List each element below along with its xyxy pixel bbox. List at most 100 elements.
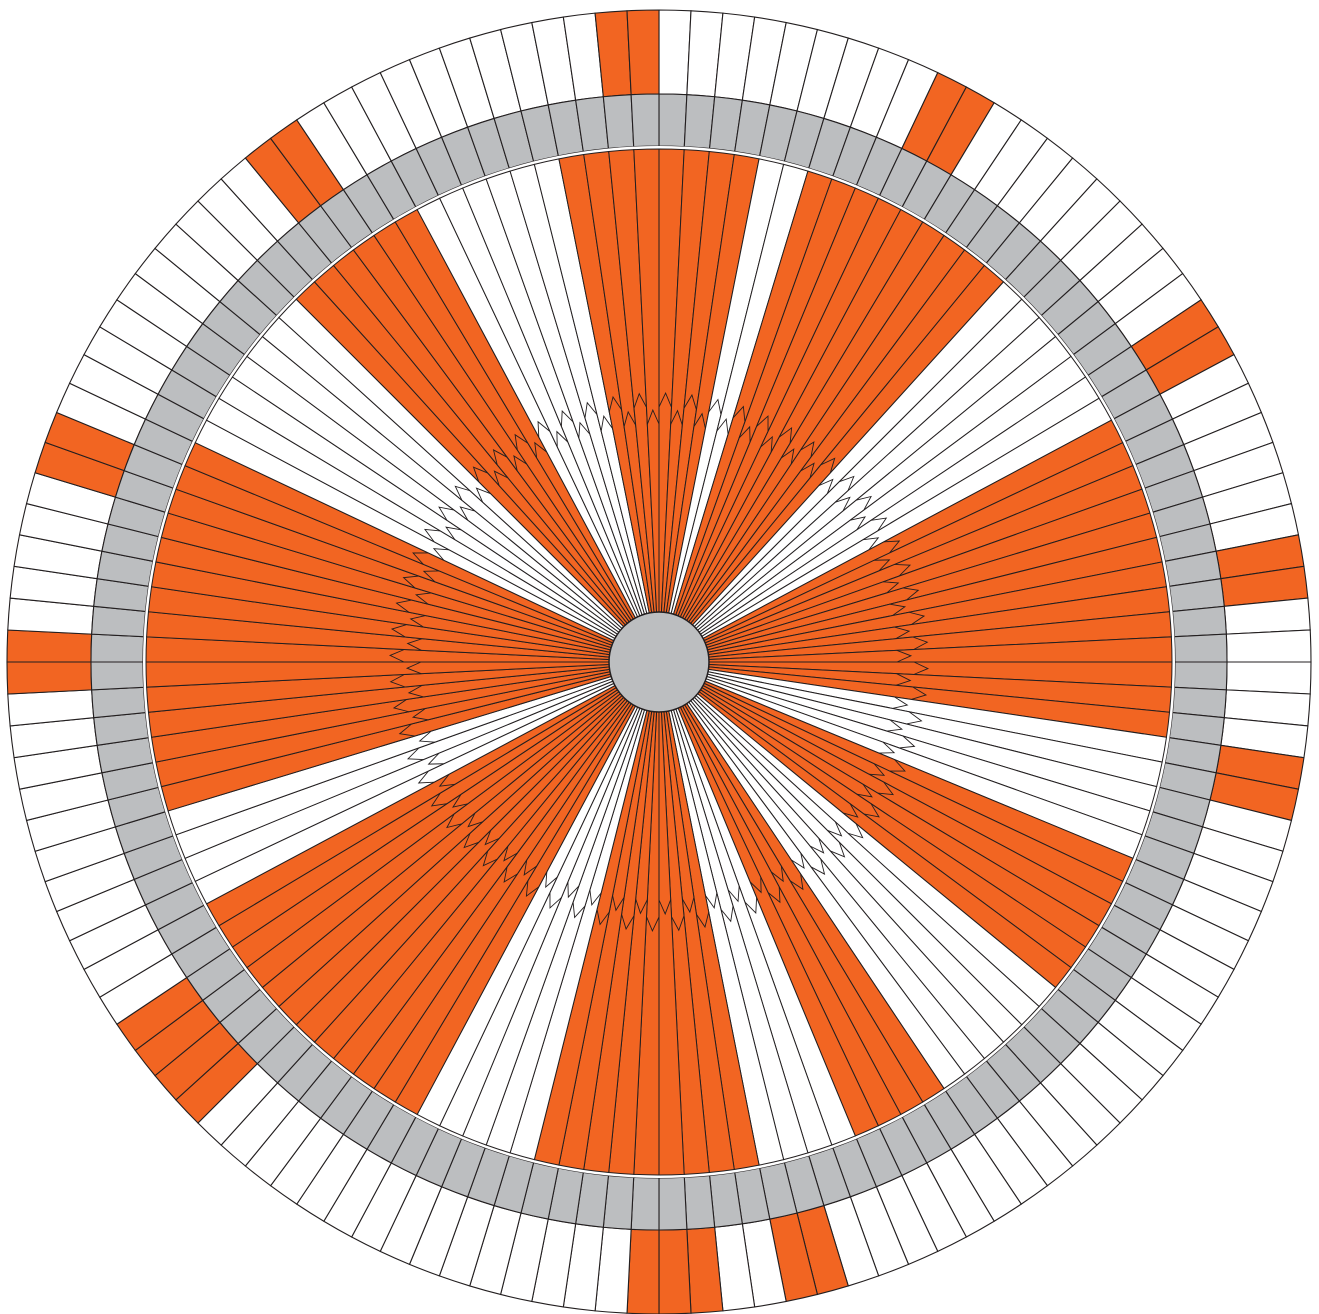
spoke-chevron (708, 398, 722, 415)
spoke-chevron (600, 414, 613, 432)
spoke-chevron (899, 735, 916, 749)
spoke-chevron (716, 417, 729, 435)
spoke-chevron (406, 638, 423, 651)
spoke-chevron (770, 866, 784, 883)
spoke-chevron (633, 392, 647, 409)
spoke-chevron (683, 393, 697, 410)
spoke-chevron (913, 661, 930, 675)
ring-cell (658, 1176, 688, 1231)
spoke-chevron (883, 581, 900, 594)
spoke-chevron (878, 741, 896, 754)
spoke-chevron (411, 708, 429, 721)
spoke-chevron (727, 886, 740, 903)
spoke-chevron (405, 661, 422, 675)
spoke-chevron (883, 540, 901, 554)
ring-cell (1171, 605, 1227, 638)
spoke-chevron (911, 686, 928, 700)
ring-cell (1173, 633, 1228, 663)
spoke-chevron (810, 859, 826, 875)
spoke-chevron (705, 892, 718, 910)
spoke-chevron (584, 401, 598, 419)
spoke-chevron (889, 759, 906, 772)
spoke-chevron (549, 892, 562, 909)
spoke-chevron (572, 902, 586, 919)
spoke-chevron (608, 395, 622, 413)
center-hub (608, 611, 710, 713)
spoke-chevron (670, 409, 683, 426)
outer-segment (1225, 629, 1312, 663)
spoke-chevron (894, 626, 911, 640)
spoke-chevron (407, 684, 424, 698)
spoke-chevron (790, 853, 805, 869)
spoke-chevron (693, 412, 706, 429)
spoke-chevron (492, 449, 508, 465)
spoke-chevron (744, 897, 758, 915)
spoke-chevron (892, 696, 909, 709)
spoke-chevron (534, 441, 548, 458)
spoke-chevron (503, 866, 518, 883)
outer-segments-group (6, 9, 1312, 1314)
spoke-chevron (412, 552, 429, 565)
ring-cell (630, 1176, 660, 1231)
outer-segment (626, 1228, 660, 1314)
ring-cell (90, 633, 145, 663)
spoke-chevron (842, 803, 859, 818)
spoke-chevron (877, 781, 895, 796)
spoke-chevron (809, 838, 825, 854)
spoke-chevron (839, 475, 855, 491)
outer-segment (658, 9, 692, 96)
spoke-chevron (402, 575, 419, 589)
spoke-chevron (503, 845, 518, 862)
spoke-chevron (409, 615, 426, 628)
outer-segment (6, 661, 93, 695)
spoke-chevron (658, 391, 672, 408)
spoke-chevron (438, 773, 455, 787)
spoke-chevron (422, 570, 440, 583)
ring-cell (630, 93, 660, 148)
spoke-chevron (789, 873, 804, 891)
inner-spoke (633, 148, 660, 613)
spoke-chevron (906, 711, 923, 725)
spoke-chevron (446, 813, 462, 829)
spoke-chevron (800, 462, 815, 479)
spoke-chevron (856, 784, 873, 798)
spoke-chevron (472, 466, 488, 482)
spoke-chevron (537, 420, 551, 438)
ring-cell (91, 686, 147, 719)
spoke-chevron (463, 833, 479, 849)
outer-segment (1225, 661, 1312, 695)
spoke-chevron (418, 730, 435, 743)
spoke-chevron (767, 886, 781, 904)
spoke-chevron (635, 898, 648, 915)
spoke-chevron (560, 409, 574, 427)
outer-segment (6, 629, 93, 663)
spoke-chevron (912, 636, 929, 650)
spoke-chevron (467, 812, 483, 828)
spoke-chevron (896, 649, 913, 663)
spoke-chevron (671, 915, 685, 932)
spoke-chevron (459, 506, 476, 521)
spoke-chevron (868, 763, 886, 776)
spoke-chevron (395, 599, 412, 613)
inner-spokes-group (143, 146, 1175, 1178)
spoke-chevron (414, 592, 432, 605)
spoke-chevron (778, 426, 793, 444)
spoke-chevron (621, 914, 635, 931)
spoke-chevron (658, 899, 672, 916)
spoke-chevron (895, 673, 912, 686)
spoke-chevron (908, 611, 926, 625)
ring-cell (602, 94, 635, 150)
spoke-chevron (523, 859, 537, 876)
spoke-chevron (513, 455, 528, 471)
spoke-chevron (438, 506, 455, 521)
spoke-chevron (720, 905, 734, 923)
spoke-chevron (612, 895, 625, 912)
spoke-chevron (432, 548, 450, 561)
spoke-chevron (390, 624, 407, 638)
spoke-chevron (874, 559, 891, 572)
spoke-chevron (427, 752, 444, 765)
spoke-chevron (406, 747, 424, 761)
spoke-chevron (623, 410, 637, 427)
spoke-chevron (567, 881, 580, 899)
